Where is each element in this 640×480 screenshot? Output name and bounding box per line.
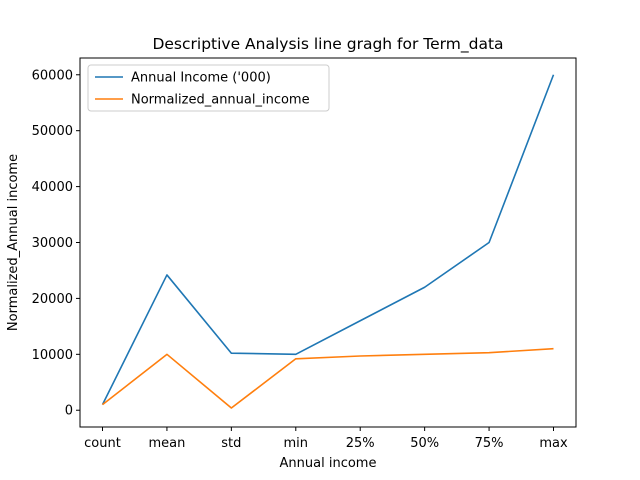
y-axis-label: Normalized_Annual income xyxy=(6,154,21,331)
x-tick-label: 25% xyxy=(346,436,375,451)
x-axis: count mean std min 25% 50% 75% max xyxy=(84,427,568,451)
legend-label-2: Normalized_annual_income xyxy=(131,93,310,108)
x-axis-label: Annual income xyxy=(280,456,377,471)
series-line-1 xyxy=(101,74,555,405)
x-tick-label: 50% xyxy=(410,436,439,451)
y-tick-label: 50000 xyxy=(32,124,73,139)
y-tick-label: 40000 xyxy=(32,180,73,195)
y-tick-label: 60000 xyxy=(32,68,73,83)
legend-box xyxy=(87,64,330,112)
chart-title: Descriptive Analysis line gragh for Term… xyxy=(152,35,503,54)
y-tick-label: 0 xyxy=(65,404,73,419)
x-tick-label: max xyxy=(539,436,568,451)
legend-label-1: Annual Income ('000) xyxy=(131,71,271,86)
x-tick-label: mean xyxy=(148,436,185,451)
y-axis: 0 10000 20000 30000 40000 50000 60000 xyxy=(32,68,80,419)
series-layer xyxy=(101,74,555,409)
y-tick-label: 30000 xyxy=(32,236,73,251)
legend: Annual Income ('000) Normalized_annual_in… xyxy=(87,64,330,112)
x-tick-label: min xyxy=(284,436,309,451)
x-tick-label: std xyxy=(221,436,241,451)
series-line-2 xyxy=(102,347,554,409)
x-tick-label: count xyxy=(84,436,121,451)
y-tick-label: 20000 xyxy=(32,292,73,307)
x-tick-label: 75% xyxy=(475,436,504,451)
y-tick-label: 10000 xyxy=(32,348,73,363)
